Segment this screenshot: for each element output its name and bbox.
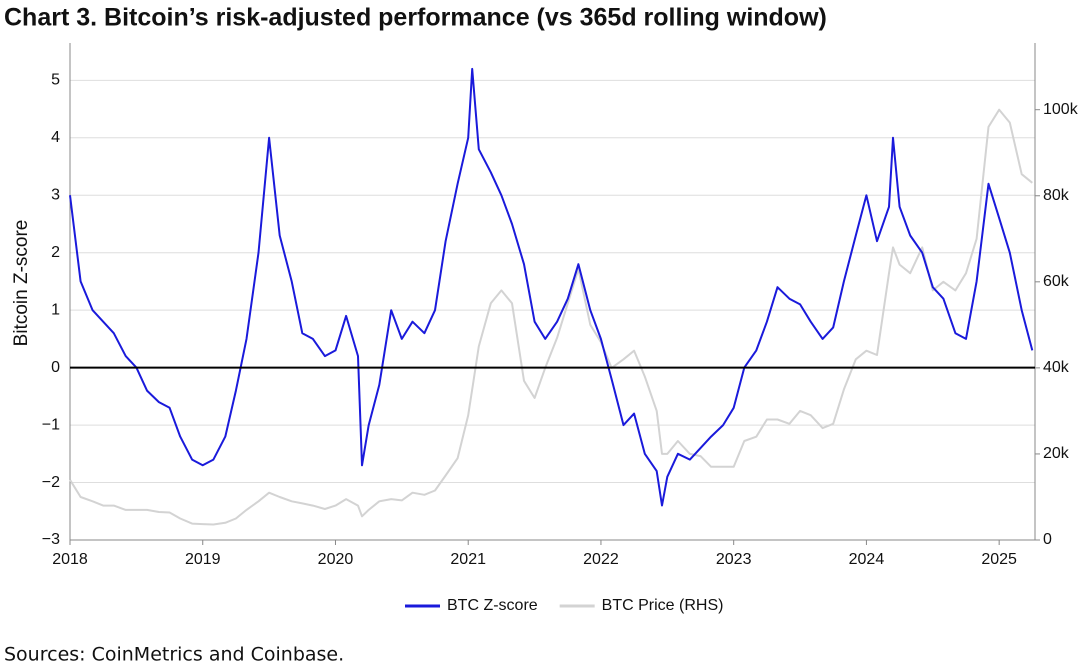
y2-tick-label: 100k: [1043, 101, 1079, 118]
y-tick-label: 0: [51, 359, 60, 376]
x-tick-label: 2022: [583, 551, 619, 568]
y2-tick-label: 0: [1043, 531, 1052, 548]
x-tick-label: 2020: [318, 551, 354, 568]
legend-label: BTC Price (RHS): [602, 597, 724, 614]
y-tick-label: 5: [51, 72, 60, 89]
y2-tick-label: 60k: [1043, 273, 1070, 290]
y-axis-label: Bitcoin Z-score: [11, 220, 32, 347]
x-tick-label: 2024: [849, 551, 885, 568]
x-tick-label: 2025: [981, 551, 1017, 568]
y-tick-label: −2: [42, 474, 60, 491]
series-line: [69, 67, 1034, 507]
y-tick-label: 1: [51, 301, 60, 318]
y-tick-label: 3: [51, 186, 60, 203]
y-tick-label: −1: [42, 416, 60, 433]
y2-tick-label: 20k: [1043, 445, 1070, 462]
x-tick-label: 2021: [450, 551, 486, 568]
source-note: Sources: CoinMetrics and Coinbase.: [4, 644, 344, 666]
y-tick-label: 2: [51, 244, 60, 261]
legend-label: BTC Z-score: [447, 597, 538, 614]
x-tick-label: 2018: [52, 551, 88, 568]
chart-title: Chart 3. Bitcoin’s risk-adjusted perform…: [4, 4, 827, 32]
series-line: [69, 108, 1033, 526]
x-tick-label: 2023: [716, 551, 752, 568]
y2-tick-label: 80k: [1043, 187, 1070, 204]
y-tick-label: 4: [51, 129, 60, 146]
x-tick-label: 2019: [185, 551, 221, 568]
y2-tick-label: 40k: [1043, 359, 1070, 376]
y-tick-label: −3: [42, 531, 60, 548]
